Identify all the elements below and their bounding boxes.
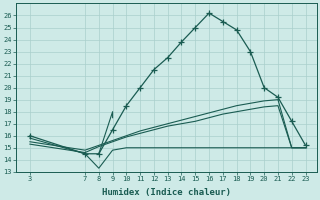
X-axis label: Humidex (Indice chaleur): Humidex (Indice chaleur) — [102, 188, 231, 197]
